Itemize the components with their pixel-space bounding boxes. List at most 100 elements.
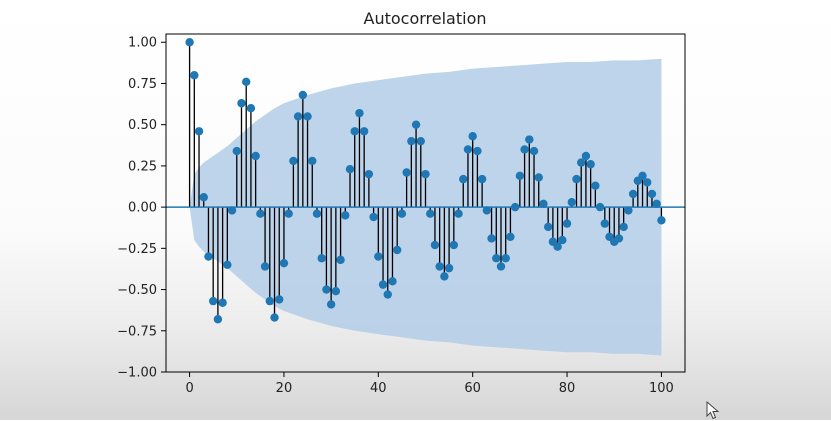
data-point-15 xyxy=(256,209,265,218)
data-point-7 xyxy=(218,298,227,307)
data-point-81 xyxy=(567,197,576,207)
data-point-55 xyxy=(444,263,454,273)
data-point-24 xyxy=(298,90,308,100)
data-point-99 xyxy=(652,199,661,209)
data-point-76 xyxy=(543,222,553,232)
data-point-1 xyxy=(190,71,199,80)
y-tick-label: −1.00 xyxy=(117,366,157,381)
data-point-92 xyxy=(619,222,628,232)
data-point-10 xyxy=(232,146,241,156)
data-point-83 xyxy=(577,158,586,167)
data-point-63 xyxy=(482,206,492,215)
data-point-96 xyxy=(638,171,647,180)
data-point-21 xyxy=(284,209,293,218)
data-point-18 xyxy=(270,313,279,322)
data-point-48 xyxy=(411,120,421,129)
data-point-38 xyxy=(364,169,374,179)
data-point-37 xyxy=(359,127,369,136)
data-point-40 xyxy=(374,252,383,261)
data-point-46 xyxy=(402,168,411,177)
data-point-26 xyxy=(308,156,317,166)
data-point-2 xyxy=(194,127,204,136)
data-point-8 xyxy=(223,260,232,270)
data-point-59 xyxy=(463,145,473,154)
x-tick-label: 60 xyxy=(464,381,481,396)
data-point-60 xyxy=(468,132,477,141)
data-point-97 xyxy=(643,178,652,187)
data-point-52 xyxy=(430,240,440,250)
y-tick-label: 1.00 xyxy=(128,36,157,51)
plot-frame xyxy=(165,33,686,373)
data-point-9 xyxy=(227,206,237,215)
data-point-47 xyxy=(407,136,416,146)
data-point-73 xyxy=(529,146,539,156)
data-point-44 xyxy=(392,245,402,255)
data-point-23 xyxy=(293,112,303,121)
data-point-22 xyxy=(289,156,298,166)
y-tick-label: 0.25 xyxy=(128,159,157,174)
data-point-85 xyxy=(586,160,595,169)
data-point-84 xyxy=(581,151,591,161)
data-point-68 xyxy=(506,232,515,241)
y-tick-label: −0.25 xyxy=(117,242,157,257)
data-point-64 xyxy=(487,234,496,243)
data-point-32 xyxy=(336,255,345,265)
data-point-39 xyxy=(369,212,378,222)
data-point-19 xyxy=(275,295,284,304)
chart-title: Autocorrelation xyxy=(364,9,487,28)
data-point-79 xyxy=(558,235,567,245)
data-point-4 xyxy=(204,252,213,261)
data-point-69 xyxy=(510,202,520,212)
data-point-71 xyxy=(520,145,529,154)
data-point-51 xyxy=(426,209,435,218)
data-point-36 xyxy=(355,108,364,118)
x-tick-label: 100 xyxy=(649,381,674,396)
data-point-20 xyxy=(279,258,289,268)
data-point-33 xyxy=(341,211,350,220)
x-tick-label: 0 xyxy=(185,381,193,396)
data-point-43 xyxy=(388,277,397,286)
data-point-50 xyxy=(421,169,430,179)
data-point-62 xyxy=(477,174,487,184)
data-point-45 xyxy=(397,209,407,218)
data-point-16 xyxy=(260,262,270,271)
data-point-93 xyxy=(624,206,633,215)
data-point-87 xyxy=(595,202,605,212)
data-point-14 xyxy=(251,151,260,161)
data-point-57 xyxy=(454,209,463,218)
data-point-75 xyxy=(539,199,548,209)
data-point-78 xyxy=(553,242,562,251)
y-tick-label: −0.75 xyxy=(117,324,157,339)
data-point-72 xyxy=(525,135,534,144)
x-tick-label: 20 xyxy=(276,381,293,396)
data-point-49 xyxy=(416,136,425,146)
data-point-91 xyxy=(614,234,624,243)
data-point-0 xyxy=(185,38,194,47)
data-point-30 xyxy=(326,300,336,309)
data-point-27 xyxy=(312,209,322,218)
data-point-88 xyxy=(600,219,609,228)
data-point-5 xyxy=(208,296,218,306)
data-point-80 xyxy=(562,219,572,228)
y-tick-label: −0.50 xyxy=(117,283,157,298)
data-point-56 xyxy=(449,240,459,250)
data-point-66 xyxy=(496,262,506,271)
y-tick-label: 0.75 xyxy=(128,77,157,92)
data-point-58 xyxy=(459,174,468,184)
data-point-17 xyxy=(265,296,274,306)
data-point-41 xyxy=(378,280,388,289)
data-point-82 xyxy=(572,174,581,184)
y-tick-label: 0.00 xyxy=(128,201,157,216)
data-point-65 xyxy=(492,254,501,263)
data-point-86 xyxy=(591,181,600,190)
data-point-74 xyxy=(534,173,543,182)
data-point-12 xyxy=(242,77,251,87)
data-point-42 xyxy=(383,290,392,299)
y-axis: 1.00 0.75 0.50 0.25 0.00 −0.25 −0.50 −0.75 −1.00 xyxy=(117,36,166,381)
data-point-34 xyxy=(345,165,355,174)
data-point-6 xyxy=(213,315,223,324)
markers-group xyxy=(185,38,666,324)
data-point-53 xyxy=(435,262,444,271)
data-point-29 xyxy=(322,285,331,294)
